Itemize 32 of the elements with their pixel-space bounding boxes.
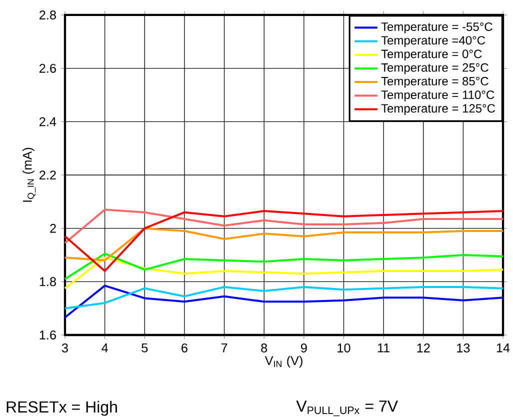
y-tick-label: 1.8 (40, 277, 56, 286)
y-tick-label: 1.6 (40, 330, 56, 340)
legend-label: Temperature = 0°C (381, 50, 482, 61)
line-series (64, 286, 504, 310)
legend-label: Temperature = 125°C (381, 104, 496, 115)
x-tick-label: 13 (457, 343, 470, 352)
legend-label: Temperature =40°C (381, 36, 486, 47)
y-tick-label: 2 (50, 224, 56, 233)
x-tick-label: 11 (378, 343, 390, 352)
y-tick-label: 2.6 (40, 64, 56, 73)
y-tick-label: 2.2 (40, 170, 56, 180)
x-tick-label: 14 (496, 343, 510, 352)
x-tick-label: 3 (62, 343, 68, 352)
y-axis-title: I$_{Q_IN}$ (mA) (22, 148, 36, 202)
text: RESETx = High (6, 400, 117, 416)
y-tick-label: 2.8 (40, 10, 56, 20)
legend-label: Temperature = 25°C (381, 63, 488, 74)
x-tick-label: 9 (300, 343, 307, 352)
x-tick-label: 7 (221, 343, 228, 352)
x-tick-label: 10 (338, 343, 350, 352)
x-axis-title: V$_{IN}$ (V) (264, 356, 302, 368)
x-tick-label: 8 (261, 343, 268, 352)
x-tick-label: 4 (102, 343, 108, 352)
legend-label: Temperature = -55°C (381, 22, 492, 34)
y-tick-label: 2.4 (40, 117, 56, 126)
legend-label: Temperature = 85°C (381, 76, 488, 88)
x-tick-label: 6 (182, 343, 188, 352)
x-tick-label: 5 (142, 343, 148, 352)
line-series (64, 284, 504, 318)
x-tick-label: 12 (417, 343, 430, 352)
legend-label: Temperature = 110°C (381, 90, 494, 102)
text: V$_{PULL_UPx}$ = 7V (296, 400, 398, 416)
